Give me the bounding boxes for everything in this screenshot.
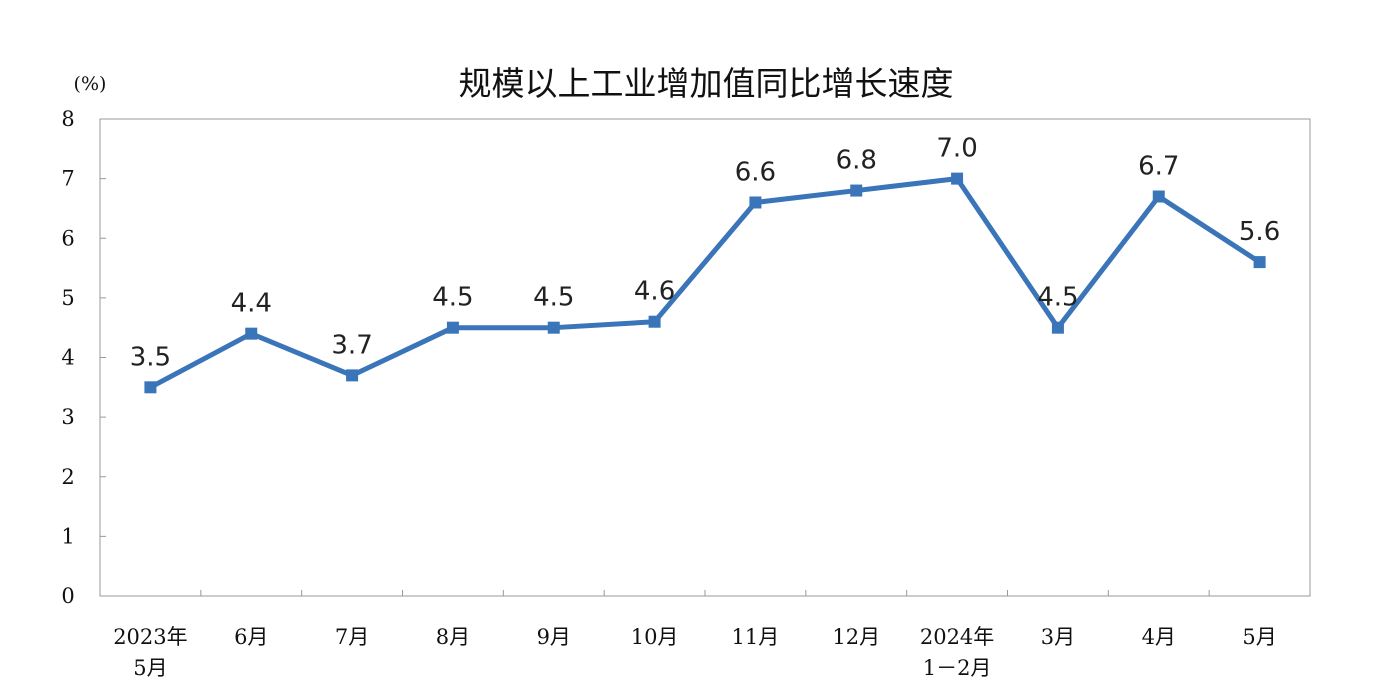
y-tick-label: 2 bbox=[61, 465, 74, 489]
x-tick-label-line: 11月 bbox=[732, 625, 780, 649]
chart-title: 规模以上工业增加值同比增长速度 bbox=[459, 64, 954, 103]
data-point-marker bbox=[850, 184, 863, 197]
x-tick-label-line: 5月 bbox=[133, 656, 167, 680]
x-tick-label-line: 12月 bbox=[832, 625, 880, 649]
data-label: 4.6 bbox=[634, 277, 675, 307]
series-line bbox=[147, 176, 1263, 390]
data-point-marker bbox=[1152, 190, 1165, 203]
x-tick-label: 6月 bbox=[234, 625, 268, 649]
data-label: 6.7 bbox=[1138, 152, 1179, 182]
y-axis: 0 1 2 3 4 5 6 7 8 bbox=[61, 107, 106, 608]
data-point-marker bbox=[1253, 256, 1266, 269]
x-tick-label-line: 2023年 bbox=[113, 625, 187, 649]
data-label: 6.8 bbox=[836, 146, 877, 176]
data-label: 3.5 bbox=[130, 342, 171, 372]
y-tick-label: 8 bbox=[61, 107, 74, 131]
x-tick-label: 8月 bbox=[436, 625, 470, 649]
y-tick-label: 4 bbox=[61, 346, 74, 370]
x-tick-label-line: 6月 bbox=[234, 625, 268, 649]
x-tick-label: 5月 bbox=[1242, 625, 1276, 649]
x-tick-label-line: 4月 bbox=[1142, 625, 1176, 649]
y-axis-unit: (%) bbox=[74, 73, 107, 95]
series-line-group bbox=[144, 172, 1266, 394]
data-label: 4.4 bbox=[231, 289, 272, 319]
x-tick-label: 12月 bbox=[832, 625, 880, 649]
x-tick-label-line: 10月 bbox=[631, 625, 679, 649]
x-tick-label: 9月 bbox=[537, 625, 571, 649]
y-tick-label: 7 bbox=[61, 167, 74, 191]
plot-frame bbox=[99, 118, 1311, 597]
data-point-marker bbox=[346, 369, 359, 382]
x-tick-label-line: 2024年 bbox=[920, 625, 994, 649]
x-tick-label-line: 1－2月 bbox=[923, 656, 992, 680]
x-axis: 2023年 5月 6月 7月 8月 9月 10月 11月 12月 2024年 1－2月 3月 4月 5月 bbox=[113, 590, 1277, 680]
x-tick-label-line: 9月 bbox=[537, 625, 571, 649]
data-point-marker bbox=[749, 196, 762, 209]
x-tick-label-line: 7月 bbox=[335, 625, 369, 649]
data-point-marker bbox=[144, 381, 157, 394]
data-label: 4.5 bbox=[432, 283, 473, 313]
y-tick-label: 6 bbox=[61, 226, 74, 250]
data-point-marker bbox=[446, 321, 459, 334]
x-tick-label: 11月 bbox=[732, 625, 780, 649]
data-label: 4.5 bbox=[533, 283, 574, 313]
y-tick-label: 5 bbox=[61, 286, 74, 310]
data-label: 3.7 bbox=[331, 330, 372, 360]
data-point-marker bbox=[547, 321, 560, 334]
data-label: 6.6 bbox=[735, 157, 776, 187]
y-tick-label: 1 bbox=[61, 524, 74, 548]
x-tick-label: 4月 bbox=[1142, 625, 1176, 649]
x-tick-label-line: 5月 bbox=[1242, 625, 1276, 649]
data-label: 7.0 bbox=[936, 134, 977, 164]
x-tick-label: 3月 bbox=[1041, 625, 1075, 649]
data-label-group: 3.5 4.4 3.7 4.5 4.5 4.6 6.6 6.8 7.0 4.5 6.7 5.6 bbox=[130, 134, 1281, 373]
y-tick-label: 0 bbox=[61, 584, 74, 608]
data-point-marker bbox=[1051, 321, 1064, 334]
y-tick-label: 3 bbox=[61, 405, 74, 429]
data-point-marker bbox=[245, 327, 258, 340]
data-label: 5.6 bbox=[1239, 217, 1280, 247]
data-point-marker bbox=[951, 172, 964, 185]
x-tick-label: 2023年 5月 bbox=[113, 625, 187, 680]
data-label: 4.5 bbox=[1037, 283, 1078, 313]
data-point-marker bbox=[648, 315, 661, 328]
x-tick-label: 2024年 1－2月 bbox=[920, 625, 994, 680]
x-tick-label: 10月 bbox=[631, 625, 679, 649]
x-tick-label-line: 3月 bbox=[1041, 625, 1075, 649]
x-tick-label-line: 8月 bbox=[436, 625, 470, 649]
x-tick-label: 7月 bbox=[335, 625, 369, 649]
